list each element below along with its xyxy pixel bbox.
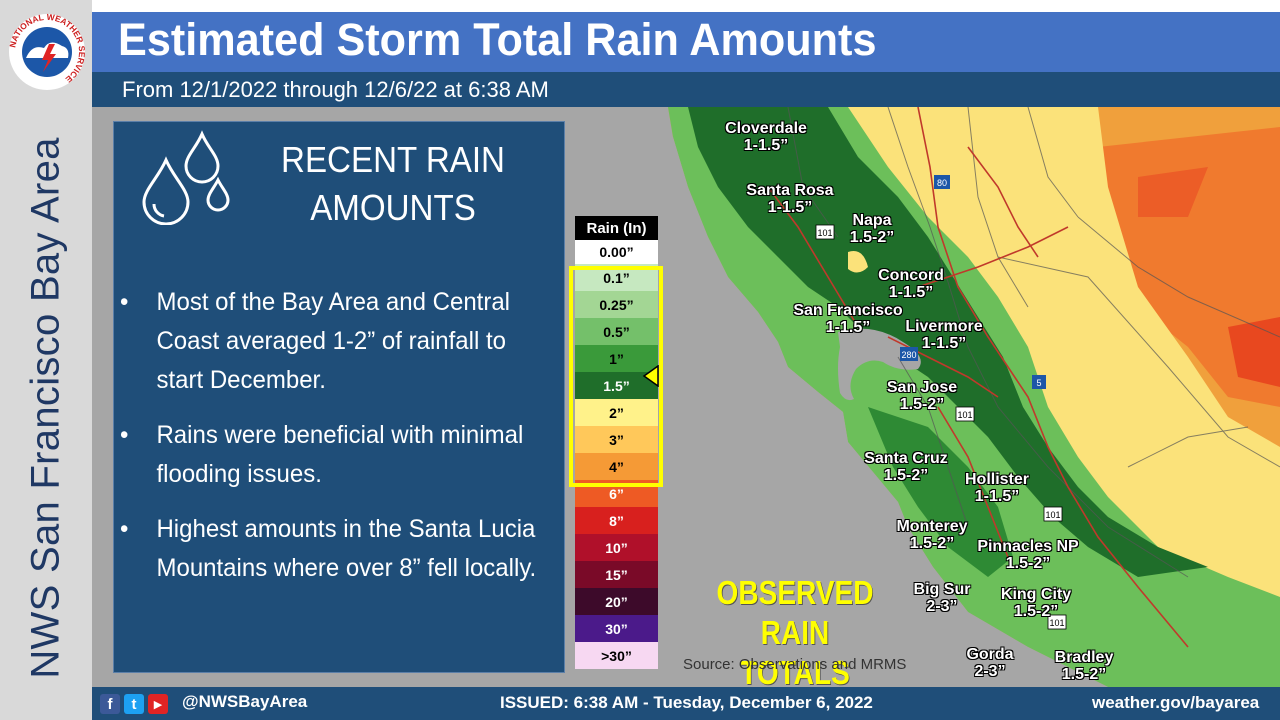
- city-label-gorda: Gorda 2-3”: [966, 646, 1014, 680]
- observed-label: OBSERVED RAIN TOTALS: [716, 574, 874, 691]
- social-handle: @NWSBayArea: [182, 692, 308, 711]
- svg-text:101: 101: [957, 410, 972, 420]
- city-label-cloverdale: Cloverdale 1-1.5”: [725, 120, 807, 154]
- city-label-hollister: Hollister 1-1.5”: [964, 471, 1030, 505]
- website-link[interactable]: weather.gov/bayarea: [1092, 693, 1260, 712]
- svg-text:80: 80: [937, 178, 947, 188]
- rainfall-map: 80 101 101 5 280 101 101: [668, 107, 1280, 687]
- legend-swatch: 4”: [575, 453, 658, 480]
- raindrops-icon: [142, 130, 230, 225]
- legend-swatch: 0.25”: [575, 291, 658, 318]
- legend-swatch: 1”: [575, 345, 658, 372]
- panel-heading: RECENT RAIN AMOUNTS: [281, 139, 505, 228]
- svg-text:101: 101: [817, 228, 832, 238]
- bullet-list: Most of the Bay Area and Central Coast a…: [120, 283, 560, 604]
- side-band: [0, 0, 92, 720]
- svg-text:5: 5: [1036, 378, 1041, 388]
- legend-highlight: [569, 266, 663, 487]
- page-subtitle: From 12/1/2022 through 12/6/22 at 6:38 A…: [122, 77, 549, 102]
- legend-swatch: 1.5”: [575, 372, 658, 399]
- subtitle-bar: [92, 72, 1280, 107]
- youtube-icon[interactable]: ▶: [148, 694, 168, 714]
- bullet-item: Highest amounts in the Santa Lucia Mount…: [120, 510, 542, 588]
- title-bar: [92, 12, 1280, 72]
- svg-text:280: 280: [901, 350, 916, 360]
- city-label-pinnacles: Pinnacles NP 1.5-2”: [977, 538, 1079, 572]
- legend-swatch: 0.00”: [575, 240, 658, 264]
- nws-logo: NATIONAL WEATHER SERVICE: [7, 12, 87, 90]
- legend-header: Rain (In): [575, 216, 658, 240]
- city-label-livermore: Livermore 1-1.5”: [905, 318, 983, 352]
- legend-swatch: 30”: [575, 615, 658, 642]
- social-links: f t ▶: [100, 694, 168, 714]
- legend-swatch: 20”: [575, 588, 658, 615]
- page-title: Estimated Storm Total Rain Amounts: [118, 14, 877, 65]
- city-label-santa-rosa: Santa Rosa 1-1.5”: [746, 182, 834, 216]
- bullet-item: Most of the Bay Area and Central Coast a…: [120, 283, 542, 400]
- footer-bar: [92, 687, 1280, 720]
- city-label-concord: Concord 1-1.5”: [878, 267, 944, 301]
- twitter-icon[interactable]: t: [124, 694, 144, 714]
- content-area: 80 101 101 5 280 101 101: [92, 107, 1280, 687]
- legend-swatch: 10”: [575, 534, 658, 561]
- city-label-san-francisco: San Francisco 1-1.5”: [793, 302, 903, 336]
- highway-shields: 80 101 101 5 280 101 101: [815, 175, 1067, 630]
- city-label-monterey: Monterey 1.5-2”: [896, 518, 968, 552]
- legend-swatch: 15”: [575, 561, 658, 588]
- city-label-napa: Napa 1.5-2”: [849, 212, 895, 246]
- source-note: Source: Observations and MRMS: [683, 656, 907, 673]
- legend-swatch: 3”: [575, 426, 658, 453]
- city-label-san-jose: San Jose 1.5-2”: [886, 379, 958, 413]
- legend-pointer-icon: [642, 365, 659, 387]
- facebook-icon[interactable]: f: [100, 694, 120, 714]
- city-label-big-sur: Big Sur 2-3”: [913, 581, 971, 615]
- legend-swatch: >30”: [575, 642, 658, 669]
- legend-swatch: 2”: [575, 399, 658, 426]
- legend-swatch: 8”: [575, 507, 658, 534]
- side-title: NWS San Francisco Bay Area: [23, 137, 68, 679]
- legend-swatch: 0.5”: [575, 318, 658, 345]
- city-label-santa-cruz: Santa Cruz 1.5-2”: [864, 450, 948, 484]
- rain-legend: Rain (In) 0.00” 0.1” 0.25” 0.5” 1” 1.5” 2” 3” 4”…: [575, 216, 658, 669]
- city-label-bradley: Bradley 1.5-2”: [1054, 649, 1114, 683]
- bullet-item: Rains were beneficial with minimal flood…: [120, 416, 542, 494]
- city-label-king-city: King City 1.5-2”: [1000, 586, 1072, 620]
- svg-text:101: 101: [1049, 618, 1064, 628]
- svg-text:101: 101: [1045, 510, 1060, 520]
- issued-time: ISSUED: 6:38 AM - Tuesday, December 6, 2…: [500, 693, 873, 712]
